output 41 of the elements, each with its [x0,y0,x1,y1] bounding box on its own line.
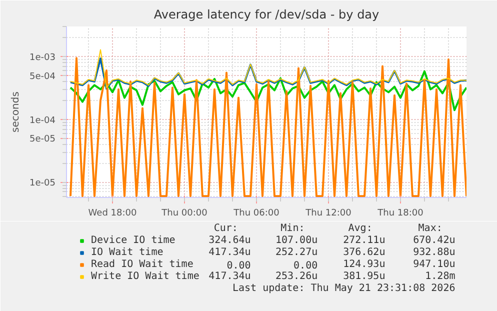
text: 253.26u [275,271,318,282]
text: 0.00 [294,260,318,272]
text: Min: [280,223,305,234]
text: Max: [418,223,442,234]
text: 1.28m [425,271,456,282]
x-tick-label: Thu 18:00 [376,208,424,218]
y-tick-label: 1e-05 [30,178,56,189]
text: 932.88u [413,247,456,258]
text: 376.62u [343,247,386,258]
y-tick-label: 5e-04 [30,72,56,82]
text: 417.34u [208,247,251,258]
line-series [70,70,466,112]
text: 417.34u [208,271,251,282]
y-tick-label: 1e-03 [30,52,56,63]
legend-label: Read IO Wait time [91,258,194,270]
text: 107.00u [275,235,318,246]
line-series [70,49,466,88]
text: 124.93u [343,259,386,270]
chart-title: Average latency for /dev/sda - by day [154,8,380,22]
y-tick-label: 5e-05 [30,134,56,145]
y-tick-label: 1e-04 [30,116,56,126]
text: 670.42u [413,235,456,246]
text: Last update: Thu May 21 23:31:08 2026 [232,283,456,294]
line-series [70,57,466,90]
text: Avg: [348,223,372,234]
y-axis-title: seconds [10,92,22,132]
x-tick-label: Thu 12:00 [304,208,352,218]
text: 0.00 [226,260,251,272]
x-tick-label: Thu 00:00 [160,208,208,218]
x-tick-label: Wed 18:00 [88,208,137,218]
text: 252.27u [275,247,318,258]
x-tick-label: Thu 06:00 [232,208,280,218]
text: 381.95u [343,271,386,282]
legend-label: Write IO Wait time [91,270,200,282]
text: 324.64u [208,235,251,246]
text: 947.10u [413,259,456,270]
legend-label: Device IO time [91,234,176,246]
text: Cur: [214,223,238,234]
legend-label: IO Wait time [91,246,164,258]
line-series [70,57,466,198]
text: 272.11u [343,235,386,246]
